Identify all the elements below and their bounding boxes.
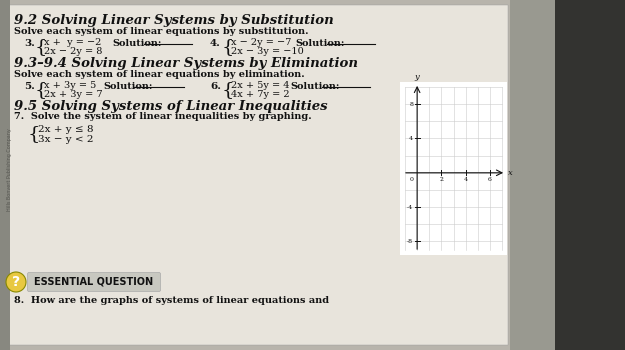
Text: 0: 0 (409, 177, 413, 182)
FancyBboxPatch shape (8, 5, 508, 345)
Text: 9.5 Solving Systems of Linear Inequalities: 9.5 Solving Systems of Linear Inequaliti… (14, 100, 328, 113)
Text: 6: 6 (488, 177, 492, 182)
FancyBboxPatch shape (0, 0, 10, 350)
Text: 2x + 5y = 4: 2x + 5y = 4 (231, 81, 289, 90)
Text: 3.: 3. (24, 39, 35, 48)
FancyBboxPatch shape (510, 0, 625, 350)
Text: Solution:: Solution: (103, 82, 152, 91)
Text: 7.  Solve the system of linear inequalities by graphing.: 7. Solve the system of linear inequaliti… (14, 112, 312, 121)
Circle shape (6, 272, 26, 292)
Text: 4: 4 (409, 136, 413, 141)
Text: Solve each system of linear equations by substitution.: Solve each system of linear equations by… (14, 27, 309, 36)
FancyBboxPatch shape (28, 273, 161, 292)
Text: 2: 2 (439, 177, 443, 182)
Text: Hills Bonvert Publishing Company: Hills Bonvert Publishing Company (8, 129, 12, 211)
Text: 5.: 5. (24, 82, 35, 91)
Text: -8: -8 (407, 239, 413, 244)
Text: 2x + y ≤ 8: 2x + y ≤ 8 (38, 125, 94, 134)
Text: x +  y = −2: x + y = −2 (44, 38, 101, 47)
Text: 8.  How are the graphs of systems of linear equations and: 8. How are the graphs of systems of line… (14, 296, 329, 305)
Text: x + 3y = 5: x + 3y = 5 (44, 81, 96, 90)
Text: y: y (415, 73, 419, 81)
Text: ESSENTIAL QUESTION: ESSENTIAL QUESTION (34, 277, 154, 287)
Text: 6.: 6. (210, 82, 221, 91)
Text: {: { (35, 38, 48, 56)
Text: Solution:: Solution: (295, 39, 344, 48)
Text: 2x − 3y = −10: 2x − 3y = −10 (231, 47, 304, 56)
Text: x: x (508, 169, 512, 177)
Text: Solution:: Solution: (112, 39, 161, 48)
FancyBboxPatch shape (400, 82, 507, 255)
FancyBboxPatch shape (555, 0, 625, 350)
Text: 4: 4 (464, 177, 468, 182)
Text: Solution:: Solution: (290, 82, 339, 91)
Text: Solve each system of linear equations by elimination.: Solve each system of linear equations by… (14, 70, 304, 79)
Text: {: { (222, 38, 234, 56)
Text: 8: 8 (409, 102, 413, 107)
Text: 2x − 2y = 8: 2x − 2y = 8 (44, 47, 102, 56)
Text: {: { (28, 125, 41, 143)
Text: 9.2 Solving Linear Systems by Substitution: 9.2 Solving Linear Systems by Substituti… (14, 14, 334, 27)
Text: {: { (222, 81, 234, 99)
Text: 4.: 4. (210, 39, 221, 48)
Text: ?: ? (12, 275, 20, 289)
Text: 2x + 3y = 7: 2x + 3y = 7 (44, 90, 102, 99)
Text: -4: -4 (407, 205, 413, 210)
Text: 3x − y < 2: 3x − y < 2 (38, 135, 94, 144)
Text: {: { (35, 81, 48, 99)
Text: 9.3–9.4 Solving Linear Systems by Elimination: 9.3–9.4 Solving Linear Systems by Elimin… (14, 57, 358, 70)
Text: 4x + 7y = 2: 4x + 7y = 2 (231, 90, 289, 99)
Text: x − 2y = −7: x − 2y = −7 (231, 38, 291, 47)
